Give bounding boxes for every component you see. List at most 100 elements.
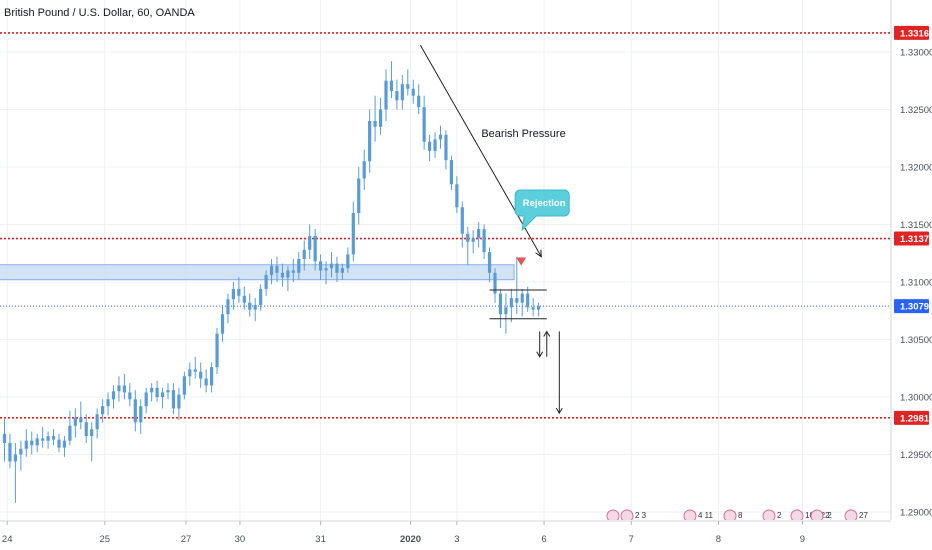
- candle: [275, 256, 279, 282]
- candle: [400, 75, 404, 110]
- candle-body: [389, 80, 394, 92]
- candle: [378, 98, 383, 135]
- y-tick-label: 1.30000: [900, 393, 932, 404]
- x-tick-label: 30: [235, 534, 246, 545]
- candle-body: [411, 88, 415, 96]
- candle-body: [406, 84, 410, 89]
- candle: [13, 443, 17, 503]
- time-axis: [0, 521, 891, 550]
- candle: [111, 385, 116, 409]
- candle: [526, 286, 530, 312]
- candle-body: [460, 207, 464, 234]
- candle: [106, 392, 110, 416]
- candle-body: [362, 161, 366, 179]
- arrow-head: [543, 330, 551, 337]
- candle: [259, 284, 263, 311]
- candle: [449, 155, 453, 190]
- candle-body: [160, 392, 165, 397]
- candle: [335, 256, 339, 282]
- candle-body: [242, 295, 246, 303]
- x-tick-label: 24: [2, 534, 13, 545]
- y-tick-label: 1.32500: [900, 105, 932, 116]
- candle: [46, 431, 50, 449]
- candle: [41, 426, 45, 448]
- candle-body: [182, 376, 186, 395]
- candle-body: [487, 252, 492, 273]
- candle-body: [90, 429, 94, 437]
- candle: [504, 293, 508, 334]
- candle-body: [210, 367, 214, 386]
- candle-body: [324, 268, 328, 271]
- arrow-head: [555, 407, 563, 415]
- candle-body: [62, 440, 67, 448]
- candle-body: [286, 270, 290, 278]
- y-tick-label: 1.31500: [900, 220, 932, 231]
- candle: [509, 288, 513, 323]
- candle: [411, 79, 415, 104]
- candle: [302, 240, 306, 271]
- candle-body: [155, 387, 159, 397]
- candle: [417, 84, 421, 115]
- candle-body: [537, 306, 541, 310]
- event-badge-count: 2: [825, 511, 830, 520]
- candle: [8, 433, 12, 469]
- chart-title: British Pound / U.S. Dollar, 60, OANDA: [4, 7, 195, 19]
- candle-body: [368, 121, 372, 162]
- candle: [406, 69, 410, 96]
- candle: [395, 79, 399, 110]
- candle: [68, 410, 72, 446]
- candle-body: [400, 84, 404, 101]
- candle-body: [68, 425, 72, 441]
- bearish-trendline: [419, 44, 542, 257]
- candle: [324, 261, 328, 285]
- candle: [438, 125, 443, 149]
- level-price-tag: [894, 231, 929, 246]
- level-price-tag: [894, 25, 929, 40]
- candle-body: [515, 298, 519, 303]
- candle-body: [237, 288, 241, 296]
- candle: [487, 247, 492, 282]
- candle-body: [144, 392, 148, 407]
- flag-icon: [606, 509, 620, 520]
- rejection-label: Rejection: [523, 198, 566, 209]
- x-tick-label: 27: [181, 534, 192, 545]
- candle-body: [302, 249, 306, 259]
- candle-body: [231, 288, 235, 300]
- candle-body: [449, 160, 453, 185]
- candle: [133, 390, 137, 432]
- candle-body: [444, 134, 448, 161]
- candle-body: [438, 134, 443, 140]
- candle: [2, 418, 7, 462]
- candle: [166, 383, 170, 400]
- y-tick-label: 1.31000: [900, 278, 932, 289]
- candle-body: [57, 439, 61, 448]
- candle-body: [139, 406, 143, 423]
- candle: [269, 259, 274, 285]
- candle: [422, 95, 426, 150]
- candle-body: [166, 390, 170, 393]
- event-badge: 2: [810, 509, 830, 520]
- candle-body: [422, 107, 426, 142]
- candle: [19, 440, 23, 471]
- candle: [101, 399, 105, 423]
- candle-body: [220, 314, 225, 334]
- candle-body: [19, 448, 23, 455]
- trendline-arrowhead: [535, 249, 542, 258]
- candle: [515, 256, 519, 315]
- candle: [297, 252, 301, 280]
- candle: [177, 387, 181, 420]
- flag-icon: [683, 509, 697, 520]
- candle-body: [466, 233, 470, 242]
- event-badge: 8: [723, 509, 743, 520]
- candle-body: [378, 109, 383, 127]
- candle: [537, 302, 541, 317]
- candle-body: [319, 261, 323, 271]
- candle-body: [417, 95, 421, 108]
- candle: [155, 380, 159, 402]
- candle-body: [313, 236, 317, 262]
- candle-body: [291, 270, 295, 273]
- candle-body: [2, 433, 7, 443]
- candle: [319, 254, 323, 280]
